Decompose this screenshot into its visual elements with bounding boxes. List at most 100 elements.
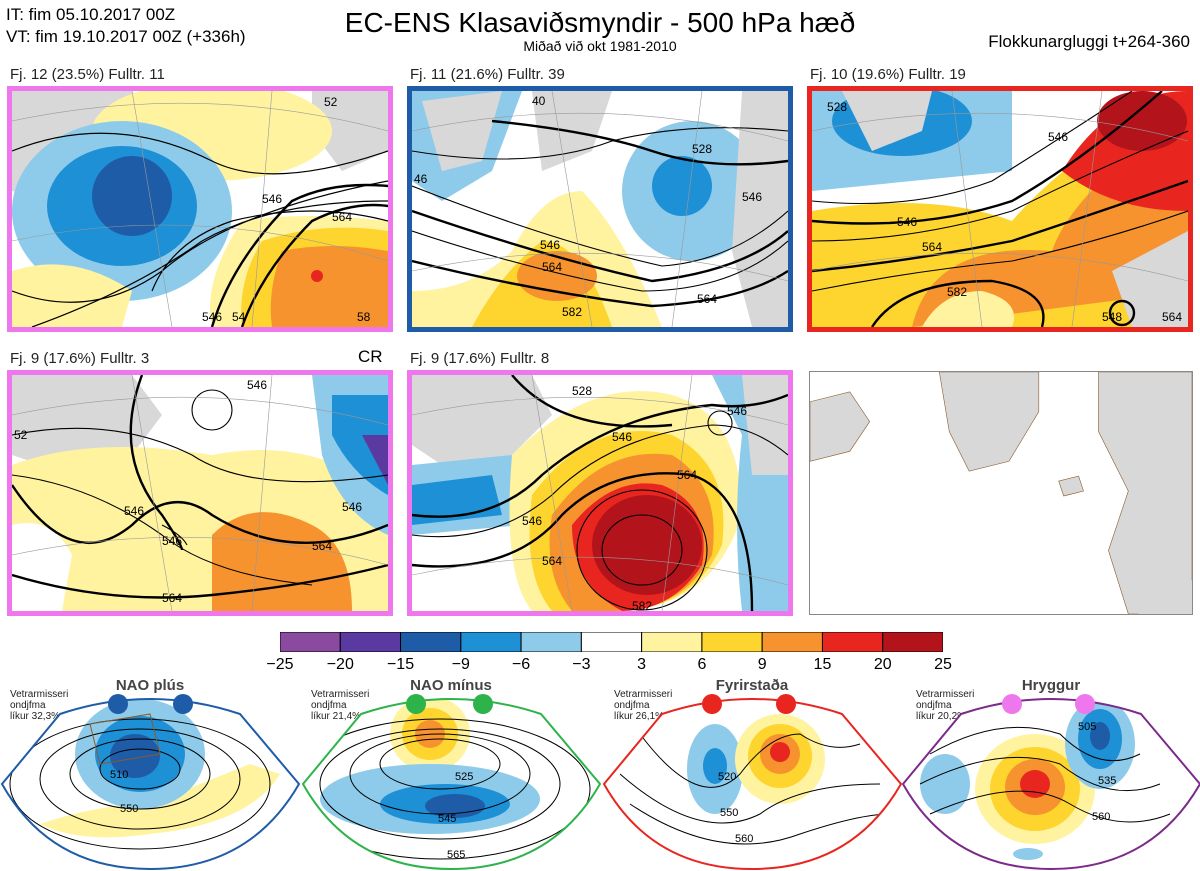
contour-label: 564	[677, 468, 697, 482]
colorbar-swatch	[821, 632, 884, 652]
regime-dot	[1075, 694, 1095, 714]
page-title: EC-ENS Klasaviðsmyndir - 500 hPa hæð	[344, 7, 856, 38]
colorbar-tick-label: −6	[511, 656, 531, 673]
contour-label: 582	[632, 599, 652, 611]
contour-label: 510	[110, 769, 128, 781]
contour-label: 546	[124, 504, 144, 518]
valid-time: VT: fim 19.10.2017 00Z (+336h)	[6, 27, 246, 46]
contour-label: 564	[332, 210, 352, 224]
colorbar-tick-label: −3	[572, 656, 591, 673]
colorbar-swatch	[280, 632, 341, 652]
regime-dot	[776, 694, 796, 714]
contour-label: 546	[247, 378, 267, 392]
colorbar-tick-label: 9	[757, 656, 767, 673]
contour-label: 40	[532, 94, 546, 108]
cluster-map-panel-2: 528 546 564 582 564 546 46 40	[407, 86, 793, 332]
colorbar-tick-label: −9	[451, 656, 470, 673]
contour-label: 546	[522, 514, 542, 528]
colorbar-tick-label: −15	[386, 656, 415, 673]
base-map-panel	[809, 371, 1193, 615]
contour-label: 545	[438, 813, 456, 825]
contour-label: 546	[342, 500, 362, 514]
contour-label: 505	[1078, 721, 1096, 733]
colorbar-swatch	[520, 632, 582, 652]
regime-note: Vetrarmisseri ondjfma líkur 20,2%	[916, 689, 975, 722]
colorbar-swatch	[460, 632, 522, 652]
colorbar-tick-label: 15	[813, 656, 832, 673]
regime-note: Vetrarmisseri ondjfma líkur 32,3%	[10, 689, 69, 722]
contour-label: 528	[692, 142, 712, 156]
contour-label: 546	[162, 534, 182, 548]
regime-dot	[406, 694, 426, 714]
contour-label: 535	[1098, 775, 1116, 787]
contour-label: 528	[572, 384, 592, 398]
regime-dot	[702, 694, 722, 714]
contour-label: 564	[162, 591, 182, 605]
regime-note: Vetrarmisseri ondjfma líkur 21,4%	[311, 689, 370, 722]
contour-label: 564	[922, 240, 942, 254]
panel-5-label: Fj. 9 (17.6%) Fulltr. 8	[410, 350, 550, 367]
cluster-map-panel-1: 546 564 546 54 58 52	[7, 86, 393, 332]
regime-map-blocking: 520 550 560	[602, 698, 903, 871]
regime-dot	[473, 694, 493, 714]
regime-dot	[1002, 694, 1022, 714]
contour-label: 525	[455, 771, 473, 783]
cluster-map-panel-3: 546 564 582 528 546 548 564	[807, 86, 1193, 332]
regime-note: Vetrarmisseri ondjfma líkur 26,1%	[614, 689, 673, 722]
regime-map-nao-plus: 510 550	[0, 698, 301, 871]
contour-label: 546	[742, 190, 762, 204]
colorbar-swatch	[641, 632, 703, 652]
contour-label: 528	[827, 100, 847, 114]
regime-map-ridge: 505 535 560	[901, 698, 1200, 871]
colorbar-swatch	[882, 632, 943, 652]
page-subtitle: Miðað við okt 1981-2010	[523, 38, 677, 54]
regime-map-nao-minus: 525 545 565	[301, 698, 602, 871]
colorbar-tick-label: 25	[934, 656, 952, 673]
contour-label: 564	[542, 260, 562, 274]
colorbar-tick-label: 6	[697, 656, 707, 673]
contour-label: 582	[562, 305, 582, 319]
contour-label: 560	[735, 833, 753, 845]
regime-dot	[173, 694, 193, 714]
contour-label: 46	[414, 172, 428, 186]
contour-label: 52	[14, 428, 28, 442]
panel-1-label: Fj. 12 (23.5%) Fulltr. 11	[10, 66, 165, 83]
colorbar-swatch	[339, 632, 402, 652]
contour-label: 564	[542, 554, 562, 568]
colorbar-swatch	[701, 632, 763, 652]
contour-label: 546	[897, 215, 917, 229]
contour-label: 546	[612, 430, 632, 444]
contour-label: 546	[540, 238, 560, 252]
run-info: IT: fim 05.10.2017 00Z VT: fim 19.10.201…	[6, 4, 246, 48]
panel-2-label: Fj. 11 (21.6%) Fulltr. 39	[410, 66, 565, 83]
contour-label: 58	[357, 310, 371, 324]
panel-4-label: Fj. 9 (17.6%) Fulltr. 3	[10, 350, 150, 367]
initial-time: IT: fim 05.10.2017 00Z	[6, 5, 176, 24]
regime-maps: 510 550 525 545 565	[0, 694, 1200, 871]
contour-label: 546	[262, 192, 282, 206]
colorbar-tick-label: −25	[266, 656, 294, 673]
cluster-map-panel-4: 546 564 546 546 564 546 52	[7, 370, 393, 616]
regime-title: Hryggur	[1021, 677, 1081, 694]
contour-label: 520	[718, 771, 736, 783]
contour-label: 550	[120, 803, 138, 815]
contour-label: 550	[720, 807, 738, 819]
contour-label: 564	[1162, 310, 1182, 324]
contour-label: 52	[324, 95, 338, 109]
contour-label: 565	[447, 849, 465, 861]
contour-label: 564	[697, 292, 717, 306]
contour-label: 564	[312, 539, 332, 553]
contour-label: 582	[947, 285, 967, 299]
contour-label: 546	[202, 310, 222, 324]
regime-title: Fyrirstaða	[715, 677, 789, 694]
contour-label: 548	[1102, 310, 1122, 324]
colorbar-tick-label: −20	[326, 656, 354, 673]
colorbar-tick-label: 20	[873, 656, 892, 673]
contour-label: 560	[1092, 811, 1110, 823]
panel-3-label: Fj. 10 (19.6%) Fulltr. 19	[810, 66, 966, 83]
classification-window: Flokkunargluggi t+264-360	[988, 32, 1190, 51]
colorbar-swatch	[580, 632, 643, 652]
regime-title: NAO mínus	[410, 677, 492, 694]
cr-label: CR	[358, 347, 383, 366]
regime-title: NAO plús	[115, 677, 185, 694]
